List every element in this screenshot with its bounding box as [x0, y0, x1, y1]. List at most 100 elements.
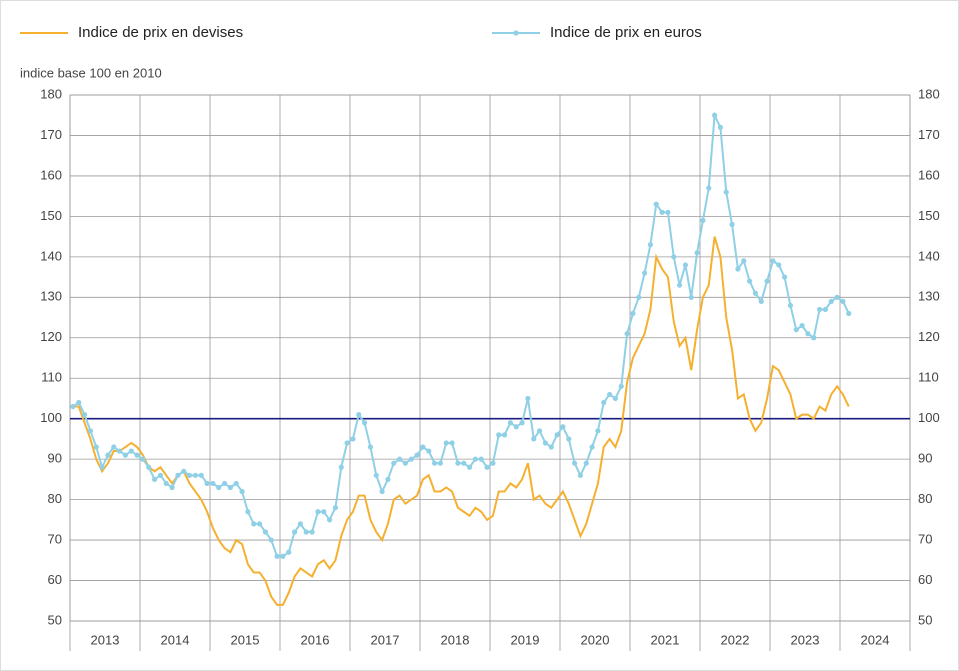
- marker: [589, 444, 595, 450]
- marker: [571, 460, 578, 466]
- y2-tick-label: 70: [918, 532, 932, 547]
- marker: [379, 488, 385, 495]
- x-tick-label: 2017: [371, 632, 400, 647]
- y2-tick-label: 60: [918, 572, 932, 587]
- marker: [496, 432, 502, 438]
- y2-tick-label: 90: [918, 451, 932, 466]
- marker: [268, 537, 274, 543]
- x-tick-label: 2023: [791, 632, 820, 647]
- marker: [647, 242, 654, 248]
- legend-label: Indice de prix en devises: [78, 24, 243, 41]
- marker: [519, 420, 525, 426]
- y-tick-label: 130: [40, 289, 62, 304]
- y2-tick-label: 160: [918, 167, 940, 182]
- marker: [169, 484, 175, 491]
- marker: [641, 270, 648, 276]
- y-tick-label: 120: [40, 329, 62, 344]
- marker: [87, 428, 94, 434]
- marker: [566, 436, 572, 442]
- marker: [805, 331, 811, 337]
- marker: [326, 517, 333, 523]
- x-tick-label: 2015: [231, 632, 260, 647]
- marker: [711, 112, 718, 118]
- marker: [729, 221, 735, 228]
- marker: [536, 428, 543, 434]
- marker: [116, 448, 123, 454]
- marker: [840, 298, 846, 304]
- x-tick-label: 2021: [651, 632, 680, 647]
- marker: [694, 250, 700, 256]
- y-tick-label: 50: [48, 612, 62, 627]
- marker: [291, 529, 298, 535]
- marker: [192, 472, 199, 478]
- x-tick-label: 2022: [721, 632, 750, 647]
- y2-tick-label: 50: [918, 612, 932, 627]
- marker: [216, 484, 222, 491]
- marker: [350, 436, 356, 442]
- marker: [822, 306, 829, 313]
- marker: [741, 258, 747, 264]
- x-tick-label: 2018: [441, 632, 470, 647]
- marker: [396, 456, 403, 462]
- y-tick-label: 60: [48, 572, 62, 587]
- x-tick-label: 2024: [861, 632, 890, 647]
- marker: [274, 553, 280, 559]
- marker: [262, 529, 269, 535]
- marker: [735, 266, 741, 272]
- marker: [105, 452, 111, 458]
- y2-tick-label: 100: [918, 410, 940, 425]
- marker: [356, 412, 362, 418]
- marker: [122, 452, 129, 458]
- marker: [624, 331, 630, 337]
- x-tick-label: 2014: [161, 632, 190, 647]
- marker: [531, 436, 537, 442]
- marker: [542, 440, 549, 446]
- marker: [507, 420, 514, 426]
- marker: [128, 448, 134, 454]
- y2-tick-label: 80: [918, 491, 932, 506]
- plot-border: [69, 94, 911, 622]
- y-tick-label: 140: [40, 248, 62, 263]
- marker: [315, 509, 321, 515]
- marker: [93, 444, 99, 450]
- marker: [601, 399, 607, 406]
- marker: [717, 124, 724, 130]
- marker: [828, 298, 834, 304]
- marker: [776, 262, 782, 268]
- marker: [233, 480, 239, 487]
- marker: [163, 480, 169, 487]
- marker: [81, 412, 88, 418]
- marker: [245, 509, 251, 515]
- marker: [484, 464, 490, 470]
- marker: [385, 476, 391, 482]
- marker: [221, 480, 228, 487]
- marker: [256, 521, 263, 527]
- marker: [414, 452, 420, 458]
- y2-tick-label: 110: [918, 370, 939, 385]
- marker: [420, 444, 426, 450]
- marker: [303, 529, 309, 535]
- marker: [251, 521, 257, 527]
- marker: [140, 456, 146, 462]
- marker: [437, 460, 444, 466]
- marker: [793, 327, 799, 333]
- marker: [408, 456, 414, 462]
- marker: [478, 456, 484, 462]
- marker: [472, 456, 479, 462]
- marker: [239, 488, 245, 495]
- marker: [280, 553, 286, 559]
- marker: [595, 428, 601, 434]
- y-tick-label: 70: [48, 532, 62, 547]
- marker: [723, 189, 729, 195]
- marker: [134, 452, 140, 458]
- marker: [548, 444, 554, 450]
- series-line: [72, 236, 850, 606]
- x-tick-label: 2016: [301, 632, 330, 647]
- marker: [297, 521, 304, 527]
- y-tick-label: 100: [40, 410, 62, 425]
- marker: [618, 383, 624, 389]
- y2-tick-label: 150: [918, 208, 940, 223]
- marker: [367, 444, 374, 450]
- marker: [688, 294, 694, 300]
- marker: [501, 432, 508, 438]
